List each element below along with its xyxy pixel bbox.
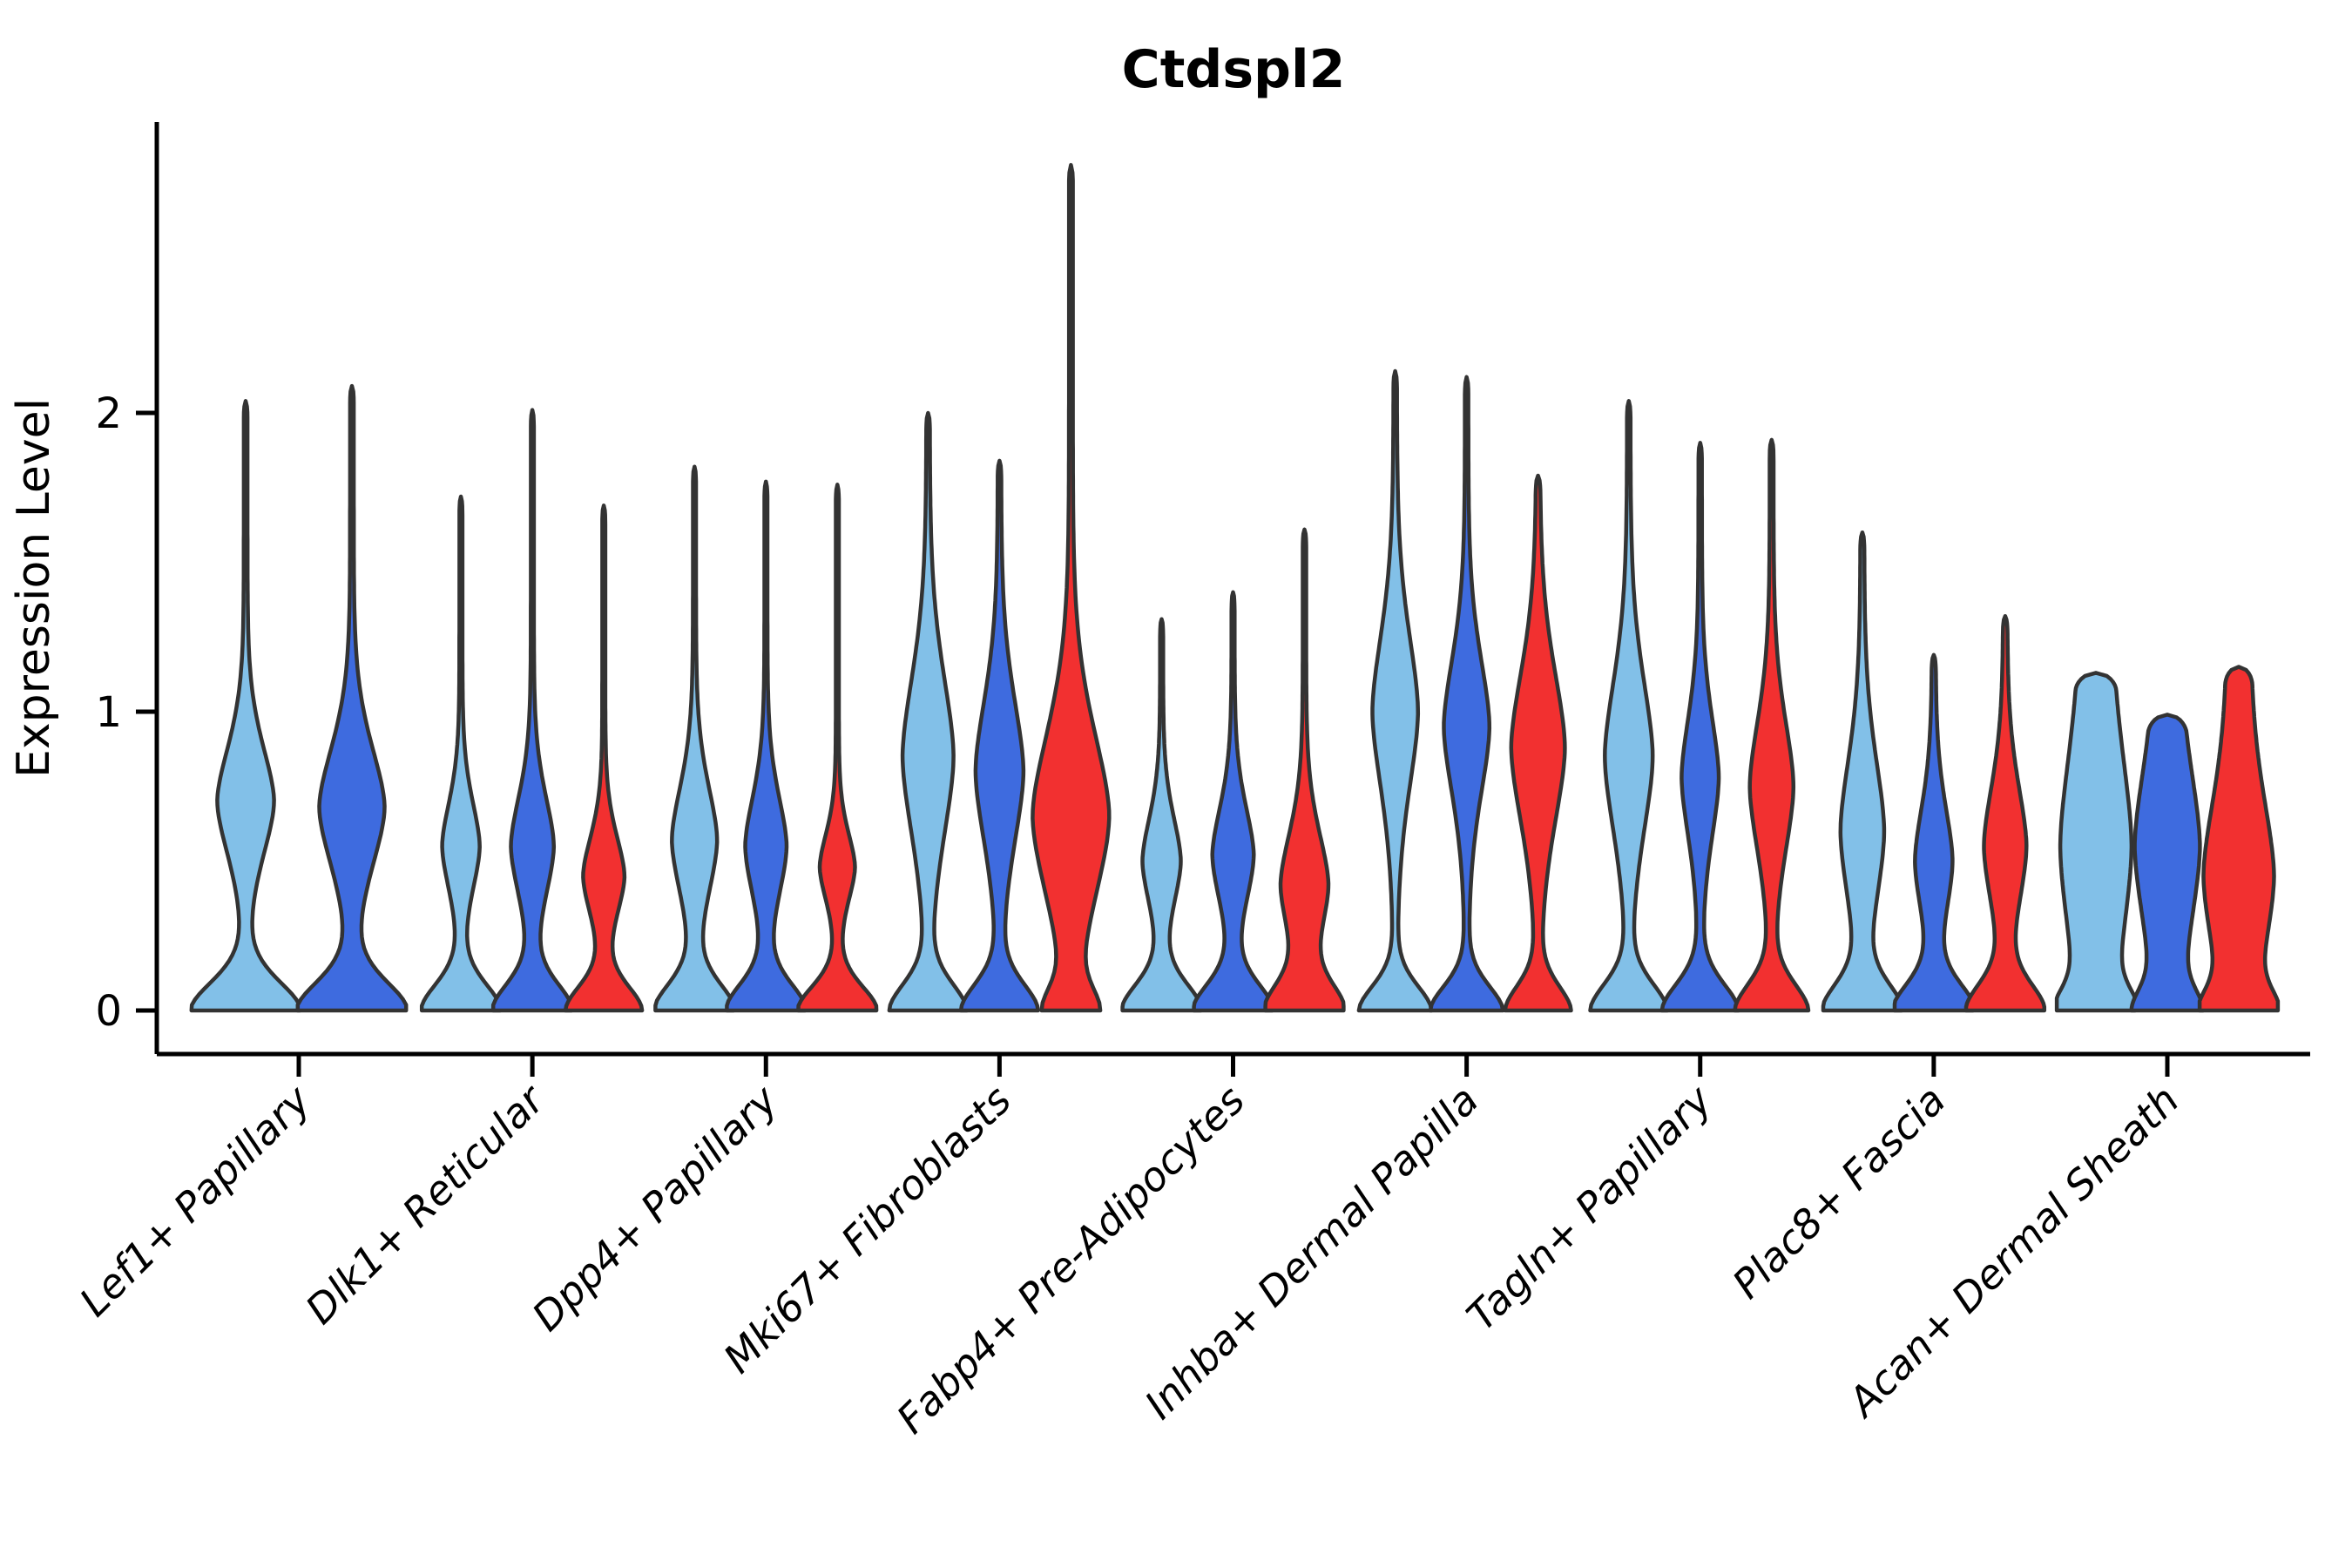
violin-plac8-fascia-dark-blue — [1892, 652, 1976, 1013]
x-tick-label-tagln-papillary: Tagln+ Papillary — [1457, 1076, 1721, 1340]
violin-mki67-fibroblasts-light-blue — [887, 410, 970, 1013]
violin-acan-dermal-sheath-light-blue — [2054, 671, 2138, 1013]
violin-acan-dermal-sheath-dark-blue — [2129, 713, 2206, 1013]
y-tick-label: 1 — [95, 688, 122, 737]
violin-dlk1-reticular-light-blue — [419, 494, 503, 1013]
y-axis-label: Expression Level — [8, 398, 60, 778]
violin-dpp4-papillary-dark-blue — [725, 479, 808, 1013]
x-tick-label-dlk1-reticular: Dlk1+ Reticular — [296, 1074, 555, 1333]
violin-plac8-fascia-light-blue — [1821, 530, 1904, 1013]
violin-mki67-fibroblasts-red — [1031, 163, 1112, 1013]
violin-dpp4-papillary-light-blue — [653, 464, 736, 1013]
violin-inhba-dermal-papilla-dark-blue — [1428, 375, 1505, 1013]
chart-title: Ctdspl2 — [1122, 39, 1346, 100]
x-tick-label-plac8-fascia: Plac8+ Fascia — [1723, 1077, 1954, 1308]
violin-acan-dermal-sheath-red — [2197, 665, 2281, 1013]
violin-inhba-dermal-papilla-light-blue — [1356, 368, 1434, 1013]
violin-dlk1-reticular-dark-blue — [490, 408, 574, 1013]
violin-plac8-fascia-red — [1963, 613, 2047, 1013]
violin-fabp4-pre-adipocytes-light-blue — [1120, 617, 1203, 1013]
violin-tagln-papillary-dark-blue — [1659, 441, 1740, 1013]
violin-fabp4-pre-adipocytes-dark-blue — [1192, 590, 1274, 1013]
violin-inhba-dermal-papilla-red — [1503, 473, 1573, 1013]
violin-dpp4-papillary-red — [796, 483, 879, 1013]
y-tick-label: 0 — [95, 987, 122, 1036]
x-tick-label-dpp4-papillary: Dpp4+ Papillary — [523, 1076, 787, 1340]
x-tick-label-lef1-papillary: Lef1+ Papillary — [71, 1076, 320, 1325]
violin-dlk1-reticular-red — [563, 504, 645, 1013]
violin-lef1-papillary-light-blue — [189, 399, 302, 1013]
violin-lef1-papillary-dark-blue — [295, 383, 409, 1013]
violin-mki67-fibroblasts-dark-blue — [958, 458, 1040, 1013]
y-tick-label: 2 — [95, 389, 122, 438]
y-ticks: 0 1 2 — [95, 389, 157, 1036]
violin-tagln-papillary-red — [1733, 437, 1811, 1013]
violins-layer — [189, 163, 2281, 1013]
violin-fabp4-pre-adipocytes-red — [1263, 527, 1346, 1013]
violin-tagln-papillary-light-blue — [1588, 399, 1670, 1013]
